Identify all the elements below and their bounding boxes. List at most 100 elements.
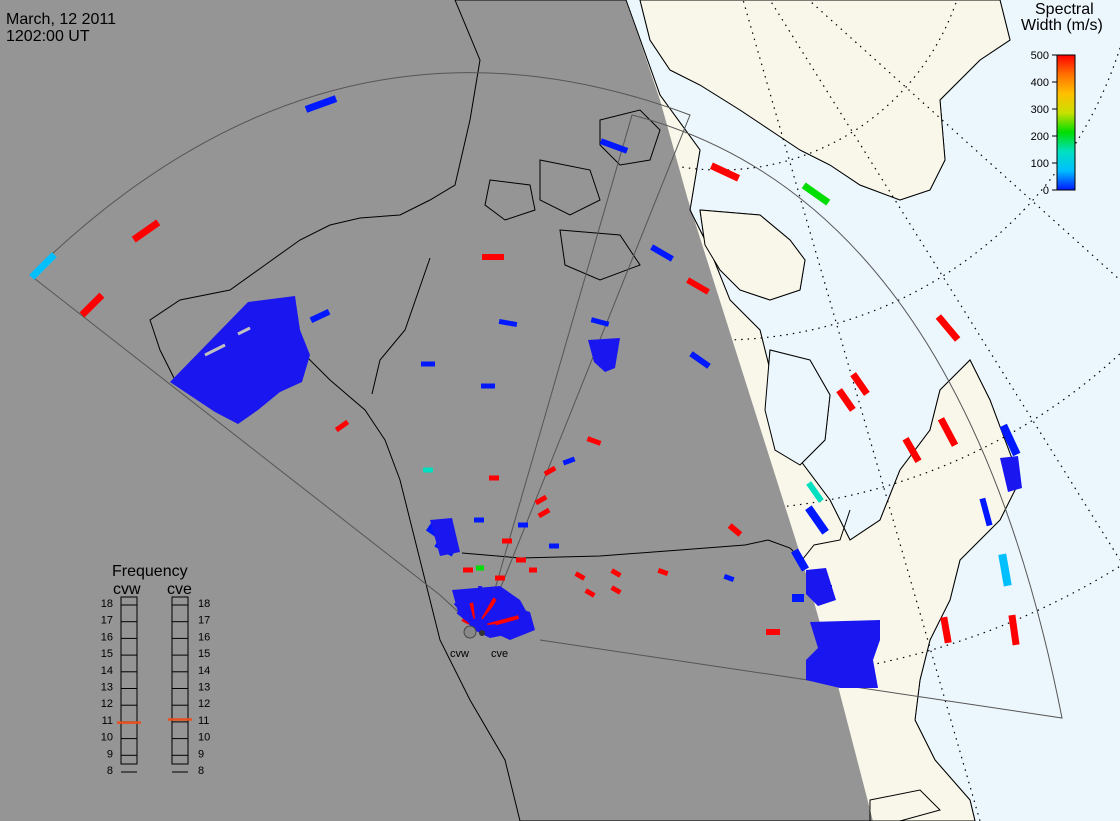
echo-cluster bbox=[806, 568, 836, 606]
echo-near-range bbox=[453, 591, 475, 621]
colorbar-title-line1: Spectral bbox=[1035, 1, 1094, 18]
echo-segment bbox=[1008, 614, 1020, 646]
echo-near-range bbox=[487, 626, 505, 632]
us-canada-border-east bbox=[767, 509, 851, 561]
echo-segment bbox=[586, 436, 602, 446]
cvw-site-marker bbox=[463, 625, 477, 639]
echo-segment bbox=[599, 138, 629, 154]
echo-gap bbox=[237, 326, 251, 336]
echo-segment bbox=[723, 573, 735, 583]
political-boundaries bbox=[371, 257, 851, 561]
radar-sites: cvw cve bbox=[450, 625, 508, 660]
colorbar-gradient bbox=[1056, 54, 1076, 191]
echo-segment bbox=[304, 95, 338, 113]
echo-segment bbox=[549, 543, 559, 549]
freq-tick-label-left: 8 bbox=[107, 765, 113, 777]
echo-segment bbox=[489, 475, 499, 481]
echo-segment bbox=[423, 467, 433, 473]
colorbar-tick-label: 0 bbox=[1043, 185, 1049, 197]
hudson-bay-day bbox=[764, 349, 831, 466]
land-arctic-isle-1 bbox=[599, 109, 661, 166]
colorbar-tick-label: 100 bbox=[1031, 158, 1049, 170]
freq-tick-label-right: 16 bbox=[198, 631, 210, 643]
echo-segment bbox=[805, 505, 829, 535]
echo-segment bbox=[529, 567, 537, 573]
freq-tick-label-left: 17 bbox=[101, 615, 113, 627]
echo-segment bbox=[610, 585, 622, 595]
echo-segment bbox=[998, 553, 1012, 587]
freq-tick-label-right: 14 bbox=[198, 665, 210, 677]
echo-near-range bbox=[486, 612, 510, 626]
echo-segment bbox=[902, 436, 922, 464]
freq-tick-label-left: 15 bbox=[101, 648, 113, 660]
echo-cluster bbox=[170, 296, 310, 424]
echo-segment bbox=[940, 616, 952, 644]
echo-segment bbox=[584, 588, 596, 598]
day-region bbox=[626, 0, 1120, 821]
echo-segment bbox=[650, 244, 674, 262]
echo-segment bbox=[79, 292, 105, 318]
echo-segment bbox=[421, 361, 435, 367]
freq-col-label-cve: cve bbox=[167, 581, 192, 598]
land-greenland-day bbox=[639, 0, 1011, 201]
time-label: 1202:00 UT bbox=[6, 28, 90, 45]
cvw-site-label: cvw bbox=[450, 648, 469, 660]
echo-segment bbox=[463, 567, 473, 573]
echo-segment bbox=[709, 162, 741, 182]
echo-segment bbox=[131, 219, 161, 243]
echo-cluster bbox=[1000, 456, 1022, 492]
echo-segment bbox=[686, 277, 710, 295]
echo-segment bbox=[29, 252, 57, 280]
echo-segment bbox=[801, 182, 831, 206]
cve-fov bbox=[481, 114, 1063, 719]
freq-tick-label-left: 9 bbox=[107, 748, 113, 760]
echo-segment bbox=[979, 497, 993, 527]
freq-tick-label-left: 13 bbox=[101, 682, 113, 694]
echo-near-range bbox=[481, 597, 497, 621]
frequency-panel: Frequency cvw cve 18 18 17 17 16 16 15 15 14 14 13… bbox=[101, 563, 211, 777]
colorbar: Spectral Width (m/s) 500 400 300 200 100 0 bbox=[1021, 1, 1103, 197]
echo-segment bbox=[481, 383, 495, 389]
freq-tick-label-right: 15 bbox=[198, 648, 210, 660]
echo-segment bbox=[482, 254, 504, 260]
cvw-fov bbox=[29, 72, 691, 635]
land-baffin-island-day bbox=[699, 209, 806, 301]
echo-segment bbox=[502, 538, 512, 544]
echo-near-range bbox=[453, 601, 473, 622]
colorbar-tick-label: 500 bbox=[1031, 50, 1049, 62]
freq-tick-label-right: 10 bbox=[198, 732, 210, 744]
meridian-2 bbox=[719, 0, 1120, 561]
echo-segment bbox=[999, 423, 1021, 457]
land-arctic-isle-2 bbox=[539, 159, 601, 216]
echo-segment bbox=[836, 388, 856, 412]
colorbar-tick-label: 200 bbox=[1031, 131, 1049, 143]
echo-segment bbox=[727, 523, 743, 537]
land-arctic-isle-4 bbox=[559, 229, 641, 281]
freq-tick-label-right: 11 bbox=[198, 715, 209, 727]
echo-near-range bbox=[482, 594, 506, 622]
freq-tick-label-right: 18 bbox=[198, 598, 210, 610]
echo-segment bbox=[792, 594, 804, 602]
freq-scale-box-cvw bbox=[120, 596, 138, 765]
freq-tick-label-left: 10 bbox=[101, 732, 113, 744]
echo-segment bbox=[850, 372, 870, 396]
echo-segment bbox=[791, 548, 809, 572]
echo-segment bbox=[534, 494, 548, 506]
freq-tick-label-left: 14 bbox=[101, 665, 113, 677]
us-canada-border-49th bbox=[461, 539, 769, 559]
echo-cluster bbox=[806, 620, 880, 688]
freq-tick-label-left: 12 bbox=[101, 698, 113, 710]
freq-tick-label-right: 8 bbox=[198, 765, 204, 777]
freq-tick-label-right: 13 bbox=[198, 682, 210, 694]
frequency-title: Frequency bbox=[112, 563, 188, 580]
echo-gap bbox=[204, 343, 226, 357]
echo-cluster bbox=[430, 518, 460, 556]
echo-segment bbox=[806, 481, 824, 503]
land-arctic-isle-3 bbox=[484, 179, 536, 221]
frequency-scales: 18 18 17 17 16 16 15 15 14 14 13 13 12 12 11 11 10 10 9 9 8 8 bbox=[101, 596, 210, 777]
echo-segment bbox=[495, 575, 505, 581]
freq-tick-label-right: 12 bbox=[198, 698, 210, 710]
